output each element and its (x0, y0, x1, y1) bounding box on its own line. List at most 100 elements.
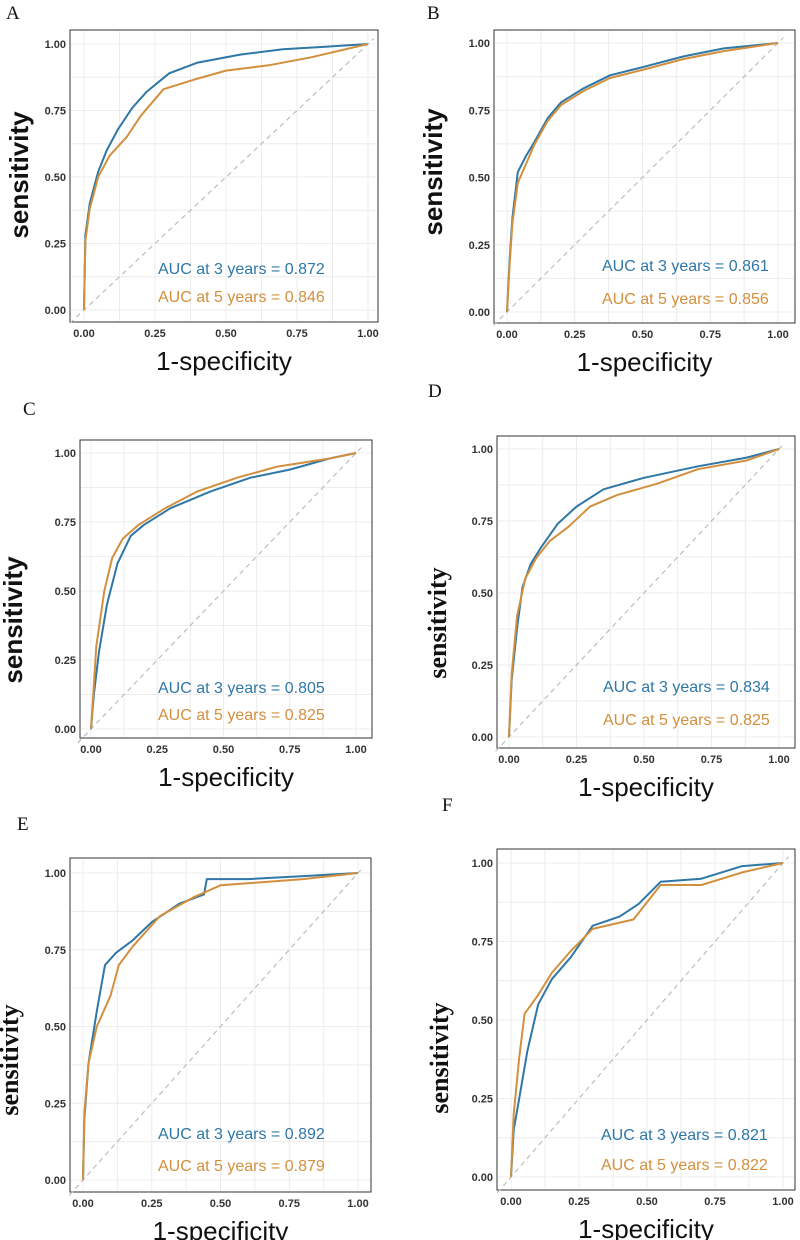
panel-c: 0.00 0.25 0.50 0.75 1.00 0.00 0.25 0.50 0.75 1.00… (0, 399, 373, 792)
x-tick-label: 0.75 (286, 328, 307, 340)
y-tick-label: 0.00 (45, 1175, 66, 1187)
x-tick-label: 0.50 (213, 744, 234, 756)
y-tick-label: 0.75 (472, 516, 493, 528)
x-tick-label: 0.75 (279, 744, 300, 756)
panel-b: 0.00 0.25 0.50 0.75 1.00 0.00 0.25 0.50 0.75 1.00… (418, 3, 796, 377)
x-tick-label: 0.00 (496, 329, 517, 341)
y-tick-label: 0.25 (472, 660, 493, 672)
y-tick-label: 1.00 (472, 444, 493, 456)
y-tick-label: 0.75 (45, 945, 66, 957)
x-tick-label: 0.75 (279, 1198, 300, 1210)
panel-e: 0.00 0.25 0.50 0.75 1.00 0.00 0.25 0.50 0.75 1.00… (0, 814, 372, 1240)
roc-curve-5-years (510, 862, 784, 1178)
auc-label-5-years: AUC at 5 years = 0.825 (158, 707, 325, 724)
auc-label-3-years: AUC at 3 years = 0.872 (158, 261, 325, 278)
y-tick-label: 0.75 (55, 517, 76, 529)
y-tick-label: 0.75 (472, 937, 493, 949)
y-tick-label: 0.50 (472, 1015, 493, 1027)
x-tick-label: 1.00 (345, 744, 366, 756)
x-tick-label: 0.00 (72, 1198, 93, 1210)
reference-diagonal (68, 866, 364, 1196)
auc-label-5-years: AUC at 5 years = 0.822 (601, 1157, 768, 1174)
y-tick-label: 0.25 (55, 655, 76, 667)
panel-label: B (427, 3, 440, 24)
y-tick-label: 0.25 (45, 1098, 66, 1110)
x-tick-label: 0.50 (215, 328, 236, 340)
x-axis-title: 1-specificity (158, 762, 294, 792)
x-axis-title: 1-specificity (577, 347, 713, 377)
y-tick-label: 0.00 (472, 1172, 493, 1184)
reference-diagonal (496, 856, 789, 1194)
reference-diagonal (69, 38, 375, 324)
y-axis-title: sensitivity (0, 556, 28, 684)
panel-label: C (23, 399, 36, 420)
x-axis-title: 1-specificity (578, 772, 714, 802)
roc-curve-5-years (82, 872, 359, 1181)
y-tick-label: 0.25 (469, 240, 490, 252)
auc-label-3-years: AUC at 3 years = 0.834 (603, 679, 770, 696)
auc-label-3-years: AUC at 3 years = 0.821 (601, 1127, 768, 1144)
y-tick-label: 0.50 (45, 172, 66, 184)
roc-curve-3-years (508, 448, 780, 738)
y-tick-label: 0.25 (472, 1094, 493, 1106)
x-axis-title: 1-specificity (578, 1214, 714, 1240)
x-tick-label: 0.25 (566, 754, 587, 766)
x-tick-label: 0.50 (633, 754, 654, 766)
x-tick-label: 1.00 (357, 328, 378, 340)
x-axis-title: 1-specificity (153, 1216, 289, 1240)
y-tick-label: 1.00 (469, 38, 490, 50)
plot-frame (493, 29, 796, 324)
x-axis-title: 1-specificity (156, 346, 292, 376)
x-tick-label: 0.00 (80, 744, 101, 756)
x-tick-label: 0.25 (564, 329, 585, 341)
y-tick-label: 0.50 (45, 1022, 66, 1034)
x-tick-label: 0.50 (632, 329, 653, 341)
y-axis-title: sensitivity (425, 1002, 454, 1113)
x-tick-label: 0.00 (500, 1196, 521, 1208)
x-tick-label: 0.25 (141, 1198, 162, 1210)
panel-label: A (6, 3, 20, 24)
x-tick-label: 0.50 (210, 1198, 231, 1210)
x-tick-label: 0.25 (144, 328, 165, 340)
y-tick-label: 0.25 (45, 239, 66, 251)
y-tick-label: 1.00 (55, 448, 76, 460)
x-tick-label: 1.00 (772, 1196, 793, 1208)
auc-label-5-years: AUC at 5 years = 0.856 (602, 291, 769, 308)
y-tick-label: 1.00 (472, 858, 493, 870)
x-tick-label: 0.75 (700, 329, 721, 341)
auc-label-5-years: AUC at 5 years = 0.825 (603, 712, 770, 729)
x-tick-label: 0.50 (636, 1196, 657, 1208)
roc-curve-3-years (83, 43, 369, 311)
y-axis-title: sensitivity (423, 567, 452, 678)
auc-label-3-years: AUC at 3 years = 0.805 (158, 680, 325, 697)
roc-curve-3-years (510, 862, 784, 1178)
x-tick-label: 1.00 (347, 1198, 368, 1210)
x-tick-label: 0.00 (498, 754, 519, 766)
auc-label-3-years: AUC at 3 years = 0.892 (158, 1126, 325, 1143)
x-tick-label: 0.25 (147, 744, 168, 756)
x-tick-label: 0.75 (704, 1196, 725, 1208)
reference-diagonal (495, 442, 785, 752)
x-tick-label: 0.00 (73, 328, 94, 340)
y-tick-label: 0.00 (472, 732, 493, 744)
x-tick-label: 1.00 (767, 329, 788, 341)
y-axis-title: sensitivity (418, 108, 448, 236)
x-tick-label: 0.25 (568, 1196, 589, 1208)
auc-label-3-years: AUC at 3 years = 0.861 (602, 258, 769, 275)
y-tick-label: 0.00 (55, 724, 76, 736)
y-tick-label: 0.50 (472, 588, 493, 600)
x-tick-label: 0.75 (701, 754, 722, 766)
y-tick-label: 0.50 (469, 173, 490, 185)
roc-curve-5-years (508, 448, 780, 738)
y-tick-label: 0.75 (45, 106, 66, 118)
roc-curve-5-years (506, 42, 779, 313)
auc-label-5-years: AUC at 5 years = 0.879 (158, 1158, 325, 1175)
y-tick-label: 0.00 (45, 305, 66, 317)
auc-label-5-years: AUC at 5 years = 0.846 (158, 289, 325, 306)
y-tick-label: 0.50 (55, 586, 76, 598)
roc-curve-5-years (90, 452, 357, 730)
panel-d: 0.00 0.25 0.50 0.75 1.00 0.00 0.25 0.50 0.75 1.00… (423, 381, 796, 802)
y-tick-label: 1.00 (45, 868, 66, 880)
y-tick-label: 1.00 (45, 39, 66, 51)
roc-curve-3-years (90, 452, 357, 730)
